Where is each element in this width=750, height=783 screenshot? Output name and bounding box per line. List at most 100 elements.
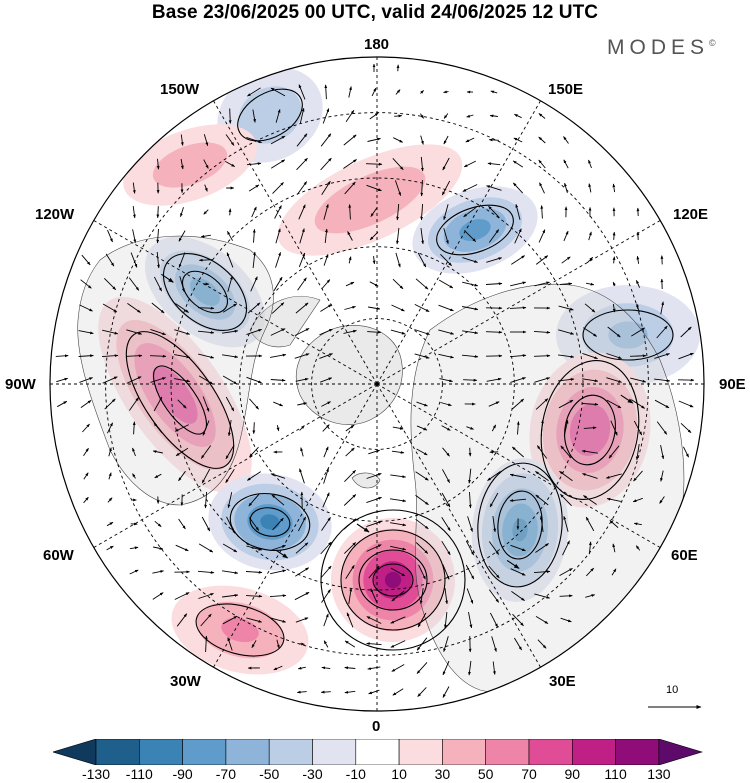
- wind-vector: [581, 402, 599, 406]
- wind-vector: [152, 450, 163, 454]
- wind-vector: [107, 229, 113, 243]
- wind-vector: [417, 687, 427, 697]
- wind-vector: [438, 304, 454, 312]
- wind-vector: [420, 228, 425, 245]
- wind-vector: [295, 377, 309, 382]
- wind-vector: [632, 497, 643, 503]
- wind-vector: [489, 492, 499, 508]
- wind-vector: [564, 182, 568, 194]
- wind-vector: [608, 445, 620, 459]
- wind-vector: [582, 378, 599, 383]
- wind-vector: [294, 353, 310, 359]
- wind-vector: [222, 543, 238, 553]
- colorbar: [53, 739, 703, 765]
- wind-vector: [297, 666, 306, 670]
- modes-logo: MODES©: [607, 36, 716, 60]
- wind-vector: [559, 568, 573, 576]
- wind-vector: [511, 591, 525, 601]
- wind-vector: [365, 162, 383, 166]
- wind-vector: [396, 227, 400, 245]
- wind-vector: [463, 206, 477, 218]
- wind-vector: [391, 304, 405, 312]
- wind-vector: [443, 636, 449, 653]
- wind-vector: [156, 251, 160, 269]
- wind-vector: [248, 517, 260, 531]
- wind-vector: [366, 642, 382, 646]
- wind-vector: [295, 302, 309, 314]
- wind-vector: [487, 162, 501, 166]
- wind-vector: [420, 179, 424, 197]
- wind-vector: [270, 353, 287, 358]
- lon-label-90e: 90E: [719, 376, 746, 393]
- wind-vector: [491, 636, 497, 652]
- height-contour: [195, 603, 285, 657]
- wind-vector: [636, 303, 640, 313]
- wind-vector: [510, 568, 526, 576]
- wind-vector: [295, 542, 309, 554]
- height-contour: [182, 270, 228, 314]
- meridian-line: [93, 220, 378, 385]
- wind-vector: [418, 564, 426, 580]
- colorbar-tick-label: -110: [125, 766, 153, 782]
- wind-vector: [420, 156, 424, 172]
- wind-vector: [127, 303, 141, 313]
- wind-vector: [390, 498, 407, 503]
- neg-east-siberia-blob: [412, 186, 538, 274]
- map-disc-content: [50, 57, 704, 711]
- wind-vector: [298, 84, 306, 100]
- lon-label-30w: 30W: [170, 673, 201, 690]
- wind-vector: [324, 228, 328, 244]
- wind-vector: [584, 303, 596, 313]
- wind-vector: [416, 425, 428, 431]
- wind-vector: [299, 468, 305, 484]
- wind-vector: [78, 354, 94, 358]
- wind-vector: [535, 255, 549, 265]
- wind-vector: [514, 637, 522, 651]
- wind-vector: [441, 425, 451, 431]
- wind-vector: [442, 469, 450, 484]
- wind-vector: [463, 230, 477, 242]
- wind-vector: [347, 231, 353, 241]
- wind-vector: [678, 400, 694, 408]
- wind-vector: [442, 686, 450, 698]
- wind-vector: [320, 133, 332, 147]
- wind-vector: [416, 662, 428, 674]
- wind-vector: [462, 257, 478, 263]
- wind-vector: [319, 353, 333, 359]
- wind-vector: [132, 229, 137, 244]
- wind-vector: [294, 591, 310, 601]
- wind-vector: [629, 354, 647, 358]
- wind-vector: [560, 282, 573, 286]
- colorbar-bin: [398, 739, 443, 765]
- colorbar-tick-label: 90: [564, 766, 581, 782]
- wind-vector: [509, 498, 527, 502]
- wind-vector: [534, 281, 550, 287]
- wind-vector: [106, 545, 114, 551]
- wind-vector: [509, 354, 527, 358]
- wind-vector: [536, 445, 548, 459]
- wind-vector: [468, 468, 472, 484]
- wind-vector: [415, 518, 429, 530]
- wind-vector: [222, 354, 239, 359]
- wind-vector: [299, 228, 305, 244]
- wind-vector: [486, 257, 503, 263]
- wind-vector: [129, 546, 139, 550]
- north-america-land: [77, 235, 274, 506]
- height-contour: [229, 493, 311, 551]
- wind-vector: [540, 205, 544, 219]
- wind-vector: [443, 135, 449, 145]
- wind-vector: [414, 353, 430, 359]
- wind-vector: [487, 471, 501, 481]
- wind-vector: [197, 570, 215, 574]
- wind-vector: [322, 108, 330, 124]
- wind-vector: [270, 87, 286, 97]
- wind-vector: [83, 496, 89, 504]
- colorbar-extend-low: [53, 739, 97, 765]
- wind-vector: [222, 615, 238, 625]
- logo-mark: ©: [709, 38, 716, 48]
- wind-vector: [153, 396, 163, 412]
- wind-vector: [583, 495, 597, 505]
- wind-vector: [440, 253, 452, 267]
- wind-vector: [274, 205, 282, 219]
- wind-vector: [252, 228, 256, 243]
